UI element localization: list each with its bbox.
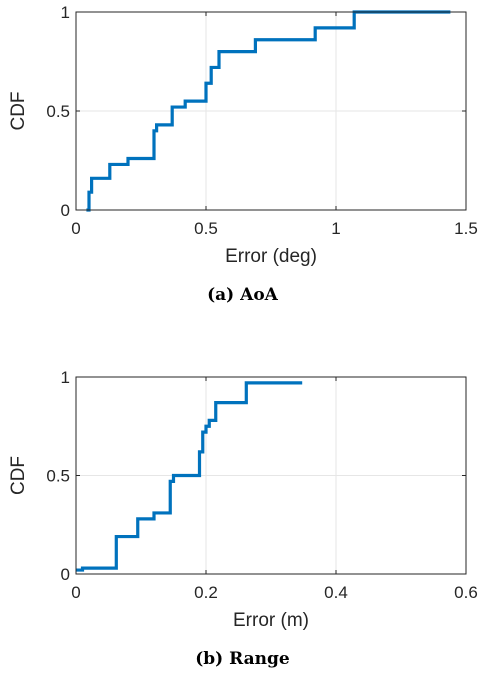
x-tick-label: 0.2 [194, 583, 218, 602]
x-axis-label: Error (m) [233, 610, 309, 631]
x-tick-label: 1 [331, 219, 340, 238]
y-tick-label: 1 [61, 3, 70, 22]
chart-range: 0 0.2 0.4 0.6 0 0.5 1 Error (m) CDF [8, 368, 478, 631]
y-tick-label: 0.5 [46, 102, 70, 121]
cdf-series-line [76, 381, 303, 572]
x-tick-label: 0 [71, 219, 80, 238]
x-tick-label: 0 [71, 583, 80, 602]
chart-aoa: 0 0.5 1 1.5 0 0.5 1 Error (deg) CDF [8, 3, 478, 267]
x-tick-label: 1.5 [454, 219, 478, 238]
cdf-series-line [86, 10, 451, 212]
x-tick-label: 0.5 [194, 219, 218, 238]
caption-range: (b) Range [195, 649, 290, 669]
x-tick-label: 0.4 [324, 583, 348, 602]
x-tick-label: 0.6 [454, 583, 478, 602]
caption-aoa: (a) AoA [207, 285, 278, 305]
y-axis-label: CDF [8, 91, 29, 130]
y-axis-label: CDF [8, 456, 29, 495]
y-tick-label: 0 [61, 565, 70, 584]
x-axis-label: Error (deg) [225, 246, 317, 267]
y-tick-label: 1 [61, 368, 70, 387]
y-tick-label: 0 [61, 201, 70, 220]
y-tick-label: 0.5 [46, 467, 70, 486]
